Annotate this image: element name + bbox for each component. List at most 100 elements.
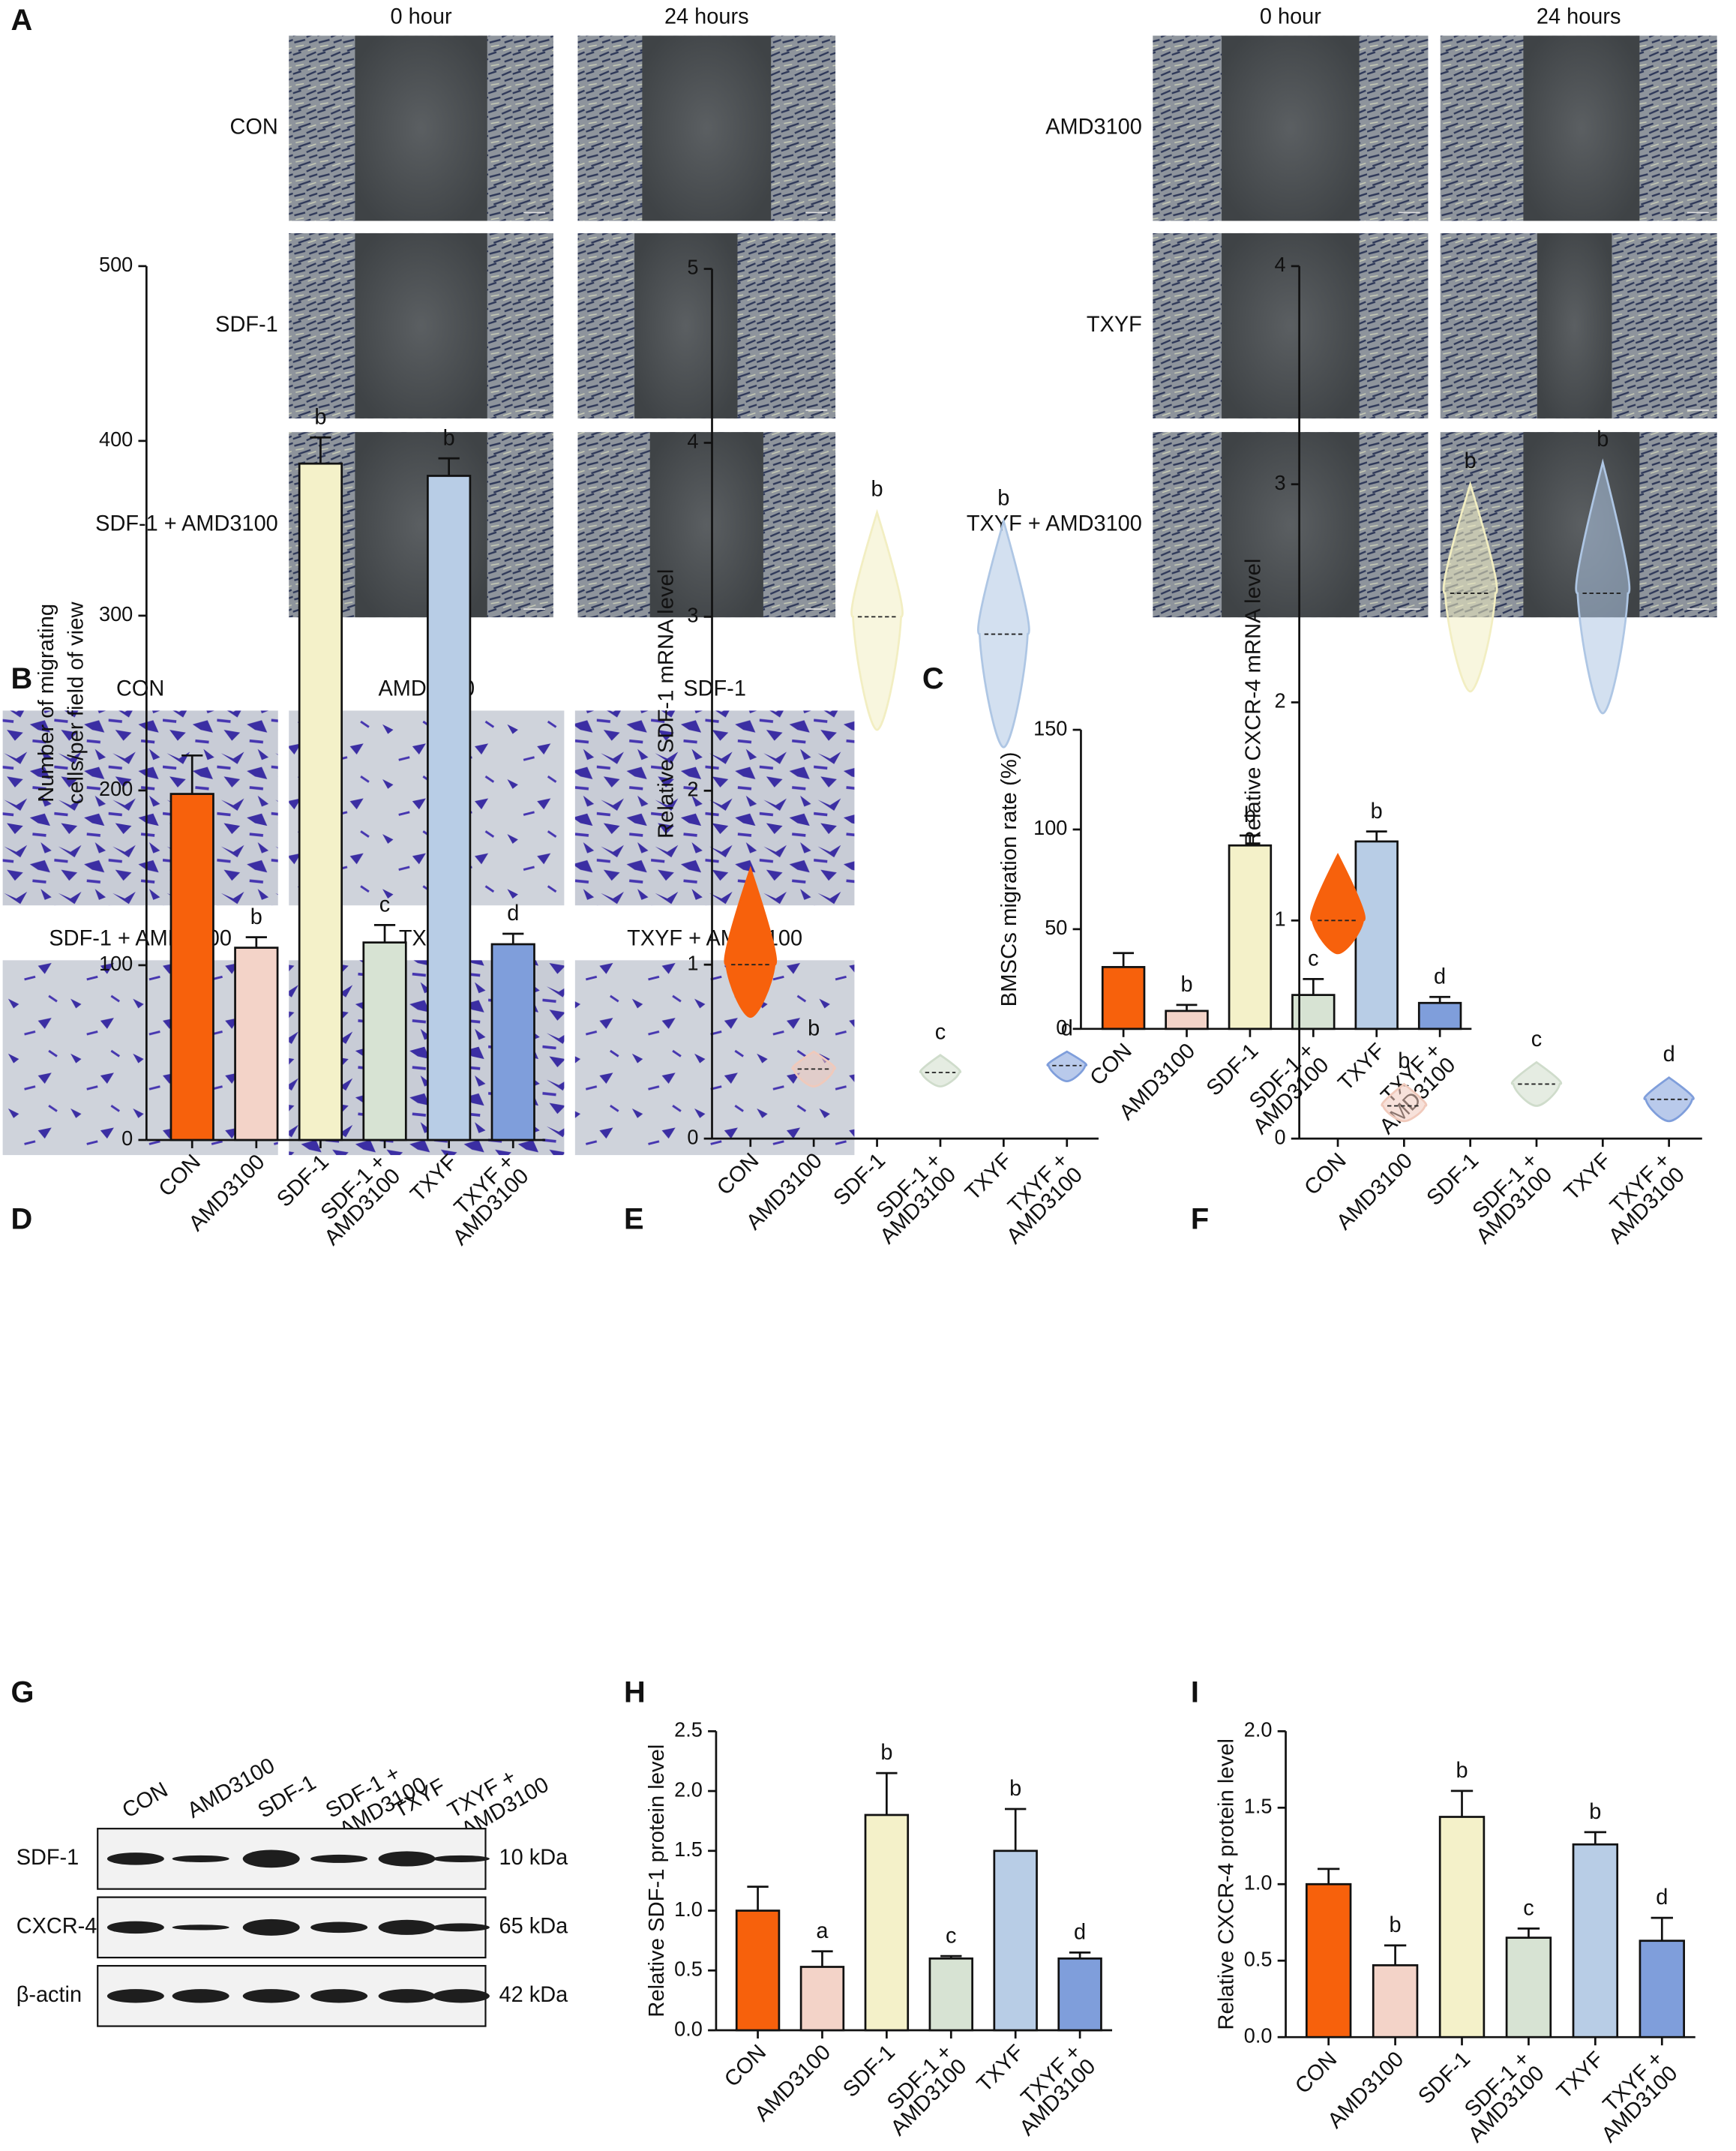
bar: [993, 1850, 1038, 2032]
panel-letter: E: [624, 1202, 644, 1235]
significance-label: d: [1074, 1920, 1086, 1944]
significance-label: d: [1663, 1042, 1675, 1066]
bar: [234, 946, 279, 1142]
size-label: 42 kDa: [499, 1983, 568, 2007]
bar: [864, 1814, 910, 2032]
y-tick-label: 100: [99, 952, 133, 975]
bar: [1438, 1816, 1486, 2038]
blot-band: [378, 1919, 436, 1935]
bar: [1101, 966, 1146, 1030]
x-tick-label: CON: [154, 1150, 205, 1202]
bar: [169, 793, 214, 1142]
y-tick-label: 2: [1274, 689, 1285, 712]
time-header: 0 hour: [391, 4, 452, 28]
bar: [1639, 1940, 1685, 2038]
panel-letter: H: [624, 1676, 646, 1708]
violin: [1046, 1050, 1088, 1082]
y-tick-label: 5: [687, 256, 698, 279]
blot-band: [106, 1852, 164, 1865]
row-label: CON: [229, 116, 277, 140]
bar: [298, 462, 343, 1142]
y-tick-label: 1.5: [674, 1838, 703, 1861]
y-tick-label: 2.0: [1244, 1718, 1273, 1741]
bar: [1372, 1964, 1419, 2038]
significance-label: c: [935, 1020, 946, 1044]
blot-band: [242, 1989, 300, 2003]
y-tick-label: 2.0: [674, 1778, 703, 1801]
scratch-gap: [1222, 35, 1360, 221]
panel-letter: I: [1191, 1676, 1199, 1708]
blot-band: [172, 1855, 229, 1862]
y-tick-label: 300: [99, 602, 133, 626]
significance-label: b: [1589, 1800, 1601, 1824]
panel-letter: F: [1191, 1202, 1209, 1235]
y-tick-label: 4: [687, 430, 698, 453]
blot-band: [432, 1923, 490, 1932]
y-axis-label: cells/per field of view: [64, 601, 88, 804]
y-tick-label: 2.5: [674, 1718, 703, 1741]
violin: [724, 866, 778, 1018]
image-label: TXYF + AMD3100: [627, 927, 802, 951]
row-label: SDF-1: [215, 313, 278, 337]
bar: [1572, 1843, 1619, 2038]
y-tick-label: 2: [687, 777, 698, 800]
x-tick-label: TXYF: [1560, 1148, 1616, 1205]
violin: [1310, 853, 1366, 955]
row-label: SDF-1 + AMD3100: [95, 512, 278, 536]
bar: [490, 943, 535, 1142]
y-tick-label: 1.0: [674, 1898, 703, 1921]
scratch-gap: [1537, 232, 1612, 418]
time-header: 24 hours: [1537, 4, 1621, 28]
bar: [1165, 1010, 1209, 1030]
transwell-image: [2, 960, 278, 1156]
violin: [1575, 458, 1631, 715]
bar: [799, 1966, 845, 2032]
protein-label: β-actin: [16, 1983, 82, 2007]
violin: [850, 508, 904, 731]
significance-label: b: [808, 1016, 820, 1040]
y-tick-label: 3: [1274, 471, 1285, 494]
y-axis-label: Number of migrating: [34, 604, 58, 802]
blot-band: [310, 1922, 368, 1934]
significance-label: b: [1371, 800, 1383, 824]
bar: [362, 941, 407, 1142]
y-tick-label: 50: [1045, 916, 1067, 939]
y-axis-label: Relative SDF-1 protein level: [645, 1744, 669, 2018]
y-tick-label: 0.5: [1244, 1947, 1273, 1970]
scratch-gap: [634, 232, 738, 418]
y-tick-label: 0: [1056, 1016, 1067, 1039]
violin: [977, 517, 1030, 748]
significance-label: b: [1390, 1913, 1402, 1937]
bar: [928, 1957, 973, 2032]
time-header: 0 hour: [1260, 4, 1321, 28]
blot-band: [310, 1854, 368, 1863]
y-tick-label: 1.0: [1244, 1870, 1273, 1894]
lane-label: CON: [118, 1778, 172, 1822]
transwell-image: [2, 710, 278, 906]
x-tick-label: CON: [720, 2040, 771, 2092]
scratch-gap: [1222, 432, 1360, 618]
y-tick-label: 500: [99, 253, 133, 276]
blot-band: [432, 1855, 490, 1862]
bar: [427, 475, 472, 1142]
significance-label: c: [1308, 946, 1318, 970]
y-tick-label: 1: [1274, 907, 1285, 930]
scratch-gap: [355, 232, 487, 418]
violin: [1442, 481, 1498, 693]
panel-letter: C: [922, 662, 944, 695]
scratch-gap: [649, 432, 763, 618]
scratch-gap: [1523, 35, 1640, 221]
bar: [1354, 840, 1399, 1030]
blot-band: [172, 1924, 229, 1930]
y-tick-label: 0: [121, 1126, 133, 1150]
y-axis-label: Relative CXCR-4 mRNA level: [1242, 559, 1266, 847]
time-header: 24 hours: [664, 4, 749, 28]
protein-label: SDF-1: [16, 1846, 79, 1870]
x-tick-label: TXYF: [1552, 2047, 1609, 2104]
scratch-gap: [1222, 232, 1360, 418]
x-tick-label: CON: [712, 1148, 763, 1200]
significance-label: b: [443, 426, 455, 450]
scratch-gap: [642, 35, 772, 221]
y-axis-label: BMSCs migration rate (%): [997, 752, 1021, 1007]
blot-band: [378, 1851, 436, 1867]
